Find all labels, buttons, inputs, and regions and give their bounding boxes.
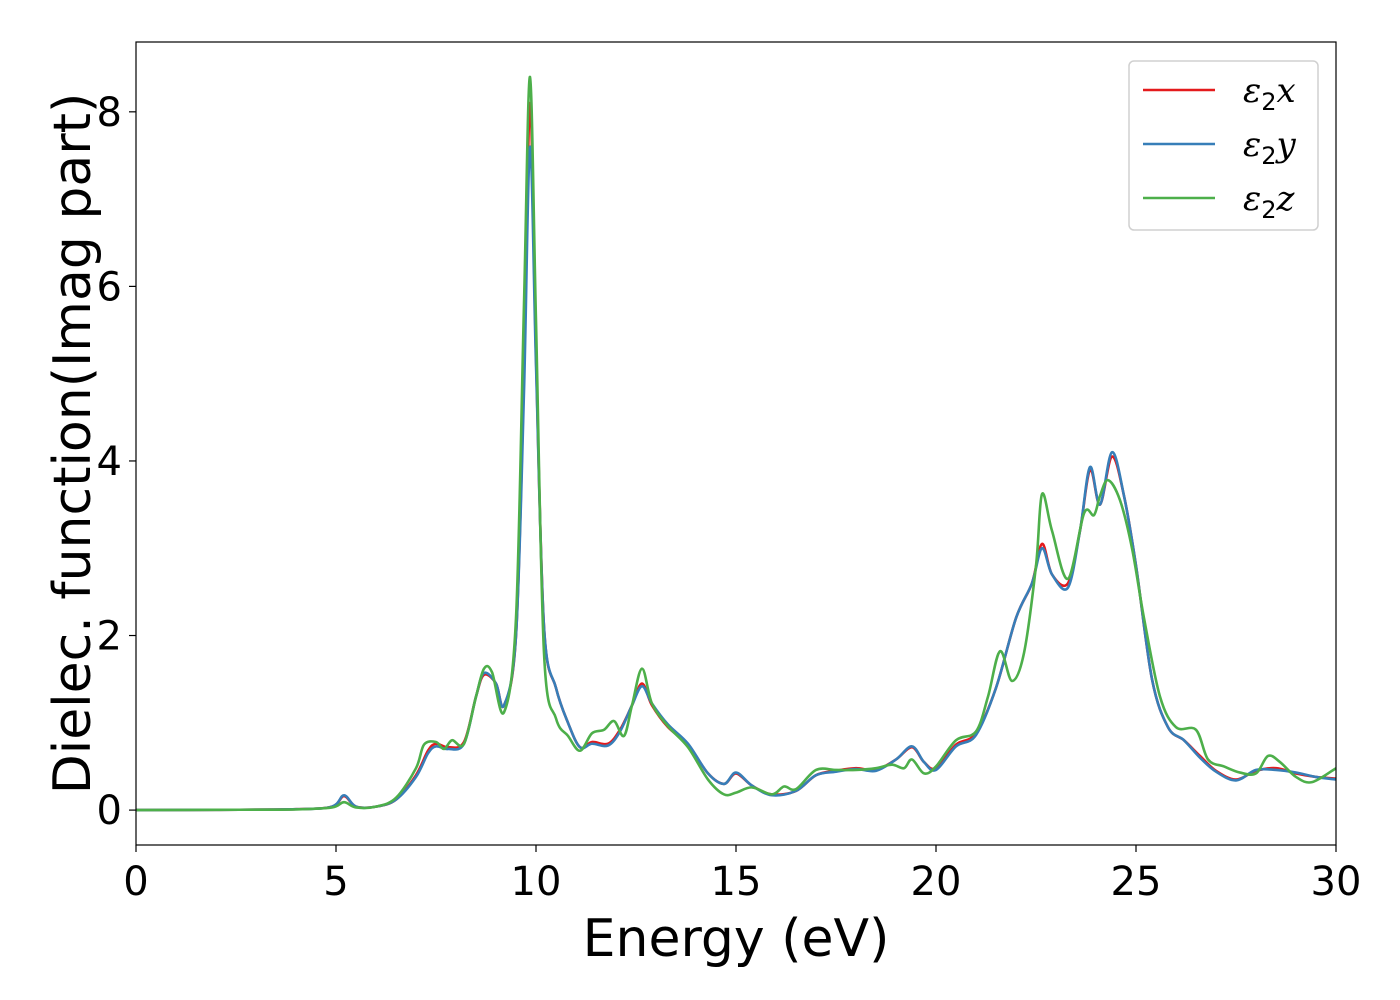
y-tick-label: 8 [97,90,122,136]
y-axis-label: Dielec. function(Imag part) [43,93,103,795]
x-tick-label: 5 [323,859,348,905]
x-tick-label: 25 [1111,859,1162,905]
x-axis-ticks: 0 5 10 15 20 25 30 [123,845,1361,905]
y-tick-label: 2 [97,614,122,660]
series-line-z [135,75,1337,812]
y-axis-ticks: 0 2 4 6 8 [97,90,136,834]
x-tick-label: 20 [911,859,962,905]
x-tick-label: 10 [511,859,562,905]
x-axis-label: Energy (eV) [583,909,890,969]
x-tick-label: 15 [711,859,762,905]
plot-lines [135,75,1337,812]
legend-label-z: ε2z [1243,179,1296,224]
x-tick-label: 0 [123,859,148,905]
y-tick-label: 4 [97,439,122,485]
legend-label-x: ε2x [1243,71,1296,116]
series-line-y [135,145,1337,812]
y-tick-label: 0 [97,788,122,834]
y-tick-label: 6 [97,264,122,310]
legend-box [1128,60,1319,231]
x-tick-label: 30 [1311,859,1362,905]
legend: ε2x ε2y ε2z [1128,60,1319,231]
legend-label-y: ε2y [1243,125,1297,170]
